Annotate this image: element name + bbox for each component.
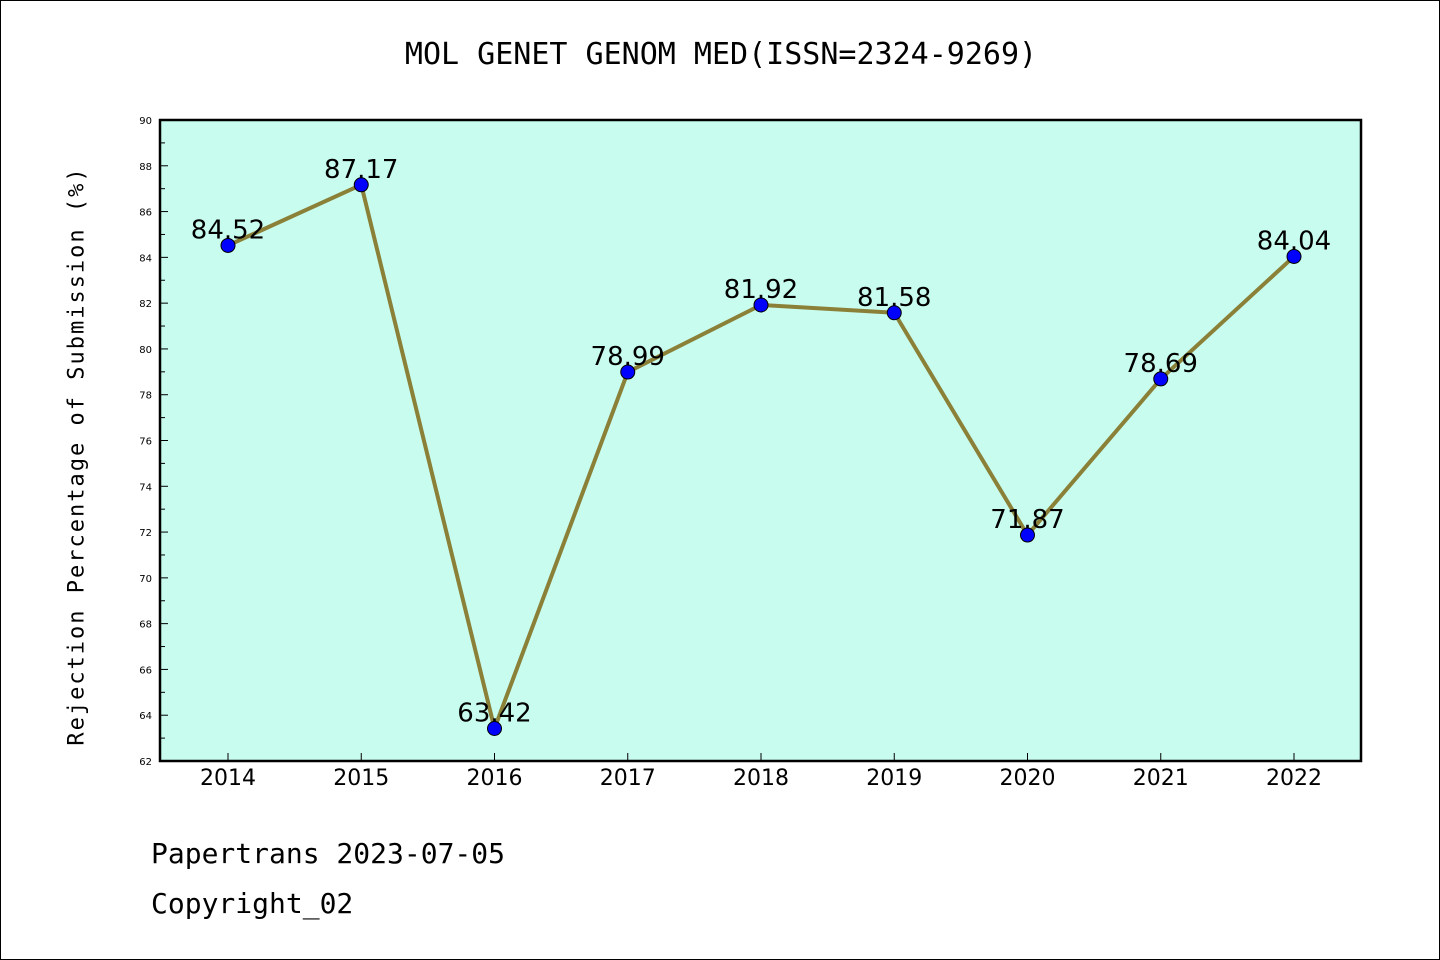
chart-title: MOL GENET GENOM MED(ISSN=2324-9269)	[404, 37, 1038, 72]
data-point	[886, 305, 902, 321]
y-tick-label: 80	[139, 345, 152, 356]
x-tick-label: 2018	[733, 766, 789, 791]
x-tick-label: 2014	[200, 766, 256, 791]
x-tick-label: 2021	[1133, 766, 1189, 791]
data-label: 84.52	[191, 215, 265, 245]
data-point	[353, 177, 369, 193]
data-label: 81.92	[724, 275, 798, 305]
y-tick-label: 64	[139, 711, 152, 722]
footer-source: Papertrans 2023-07-05	[151, 837, 506, 870]
data-point	[753, 297, 769, 313]
y-tick-label: 72	[139, 528, 152, 539]
x-tick-label: 2017	[600, 766, 656, 791]
y-tick-label: 88	[139, 162, 152, 173]
data-point	[487, 720, 502, 736]
y-tick-label: 62	[139, 757, 152, 768]
data-label: 81.58	[857, 283, 931, 313]
y-tick-label: 76	[139, 437, 152, 448]
footer-copyright: Copyright_02	[151, 887, 354, 920]
y-tick-label: 86	[139, 208, 152, 219]
data-label: 63.42	[457, 698, 531, 728]
data-point	[1286, 248, 1302, 264]
x-tick-label: 2022	[1266, 766, 1322, 791]
y-tick-label: 84	[139, 253, 152, 264]
y-tick-label: 90	[139, 116, 152, 127]
data-point	[1153, 371, 1169, 387]
data-point	[220, 237, 236, 253]
plot-area	[160, 120, 1361, 761]
data-point	[620, 364, 636, 380]
data-label: 78.69	[1124, 349, 1198, 379]
x-tick-label: 2019	[866, 766, 922, 791]
data-label: 78.99	[591, 342, 665, 372]
y-tick-label: 70	[139, 574, 152, 585]
data-label: 87.17	[324, 155, 398, 185]
x-tick-label: 2016	[467, 766, 523, 791]
data-point	[1020, 527, 1035, 543]
data-label: 71.87	[990, 505, 1064, 535]
data-label: 84.04	[1257, 226, 1331, 256]
x-tick-label: 2020	[1000, 766, 1056, 791]
y-tick-label: 66	[139, 665, 152, 676]
y-tick-label: 78	[139, 391, 152, 402]
plot-border	[158, 118, 1363, 763]
y-tick-label: 68	[139, 620, 152, 631]
y-tick-label: 82	[139, 299, 152, 310]
x-tick-label: 2015	[333, 766, 389, 791]
y-tick-label: 74	[139, 482, 152, 493]
